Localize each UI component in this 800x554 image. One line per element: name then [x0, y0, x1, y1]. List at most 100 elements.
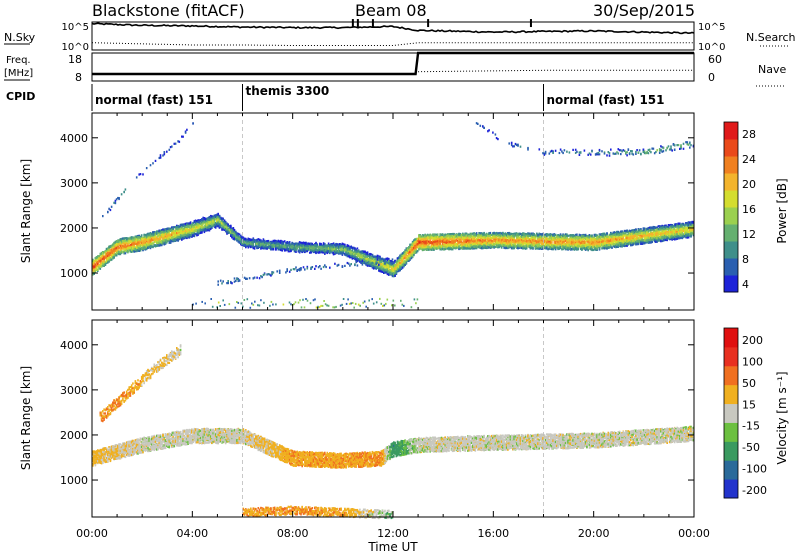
power-cell [228, 226, 231, 229]
power-cell [320, 246, 322, 249]
power-cell [120, 238, 123, 241]
power-cell [108, 248, 110, 251]
power-cell [148, 246, 150, 249]
power-cell [92, 259, 94, 262]
power-cell [167, 233, 169, 236]
power-cell [245, 242, 247, 245]
power-cell [149, 232, 152, 235]
power-cell [211, 226, 213, 229]
power-cell [287, 242, 290, 245]
power-cell [154, 240, 157, 243]
power-cell [207, 227, 209, 230]
power-cell [122, 242, 124, 245]
power-cell [212, 223, 214, 226]
power-cell [150, 238, 153, 241]
power-cell [352, 253, 355, 256]
power-cell [301, 250, 303, 254]
power-cell [302, 242, 305, 245]
power-cell [252, 241, 255, 244]
power-cell [140, 234, 143, 237]
power-cell [128, 246, 130, 249]
nsky-tick-bottom: 10^0 [62, 42, 89, 53]
power-cell [149, 235, 152, 239]
power-cell [176, 230, 178, 233]
power-cell [316, 245, 319, 248]
power-cell [163, 242, 166, 245]
power-cell [307, 242, 310, 245]
power-cell [325, 251, 327, 254]
power-cell [217, 217, 219, 220]
power-cell [235, 230, 237, 233]
power-cell [184, 236, 187, 239]
power-cell [298, 241, 301, 244]
power-cell [189, 231, 192, 234]
power-cell [156, 237, 158, 241]
power-cell [248, 238, 251, 241]
power-cell [138, 248, 140, 251]
power-cell [245, 245, 247, 248]
power-cell [241, 239, 243, 242]
power-cell [144, 243, 147, 246]
power-cell [317, 247, 320, 250]
power-cell [222, 225, 224, 228]
power-cell [306, 248, 309, 251]
power-cell [133, 239, 135, 242]
power-cell [181, 227, 183, 230]
power-cell [315, 241, 317, 244]
power-cell [189, 226, 192, 230]
power-cell [227, 223, 229, 226]
power-cell [262, 244, 265, 247]
power-cell [327, 247, 330, 250]
power-cell [224, 225, 227, 228]
power-cell [133, 247, 135, 250]
power-cell [102, 260, 104, 263]
power-cell [322, 249, 325, 252]
power-cell [339, 245, 341, 248]
power-cell [97, 260, 99, 263]
power-cell [167, 237, 169, 240]
power-cell [296, 244, 298, 247]
power-cell [173, 226, 176, 229]
nsearch-line [91, 42, 694, 46]
nsearch-tick-bottom: 10^0 [698, 42, 725, 53]
power-cell [209, 217, 212, 220]
power-cell [309, 242, 311, 245]
power-cell [93, 262, 95, 265]
power-cell [222, 221, 224, 224]
power-cell [192, 225, 194, 228]
power-cell [246, 242, 248, 246]
power-cell [222, 218, 224, 221]
power-cell [300, 248, 302, 251]
power-cell [192, 229, 194, 232]
power-cell [352, 247, 355, 250]
power-cell [138, 234, 140, 237]
power-cell [291, 248, 293, 251]
power-cell [152, 231, 154, 234]
power-cell [309, 246, 311, 249]
power-cell [176, 228, 178, 231]
power-cell [179, 232, 182, 235]
power-cell [253, 240, 256, 243]
power-cell [288, 243, 291, 247]
power-cell [182, 230, 184, 233]
power-cell [201, 231, 203, 234]
power-cell [321, 251, 324, 254]
power-cell [322, 245, 325, 248]
power-cell [92, 264, 94, 267]
power-cell [311, 249, 314, 252]
power-cell [124, 248, 127, 251]
power-cell [330, 249, 332, 252]
power-cell [350, 245, 352, 248]
power-cell [288, 242, 291, 245]
power-cell [327, 242, 330, 245]
power-cell [145, 247, 148, 251]
power-cell [335, 244, 337, 247]
power-cell [143, 233, 145, 236]
power-cell [314, 248, 316, 252]
power-cell [217, 223, 219, 226]
power-cell [309, 251, 311, 254]
power-cell [253, 245, 256, 248]
power-cell [236, 239, 238, 242]
power-cell [192, 222, 194, 225]
power-cell [321, 250, 324, 253]
